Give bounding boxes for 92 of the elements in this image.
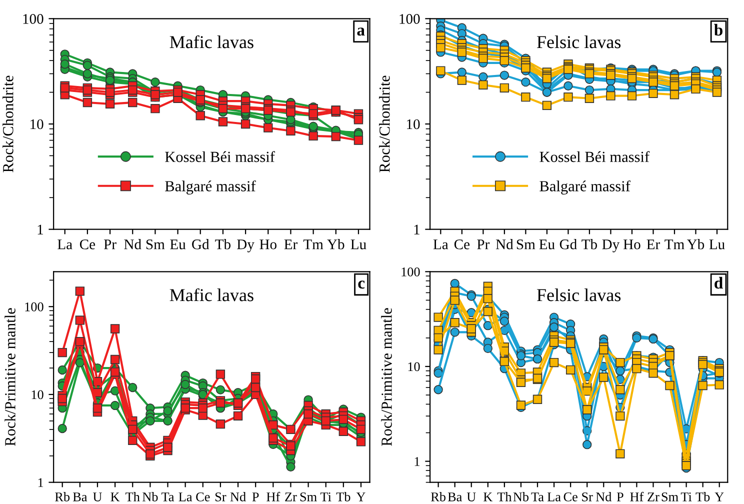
annotation: b — [714, 24, 722, 36]
x-tick-label: La — [178, 492, 192, 502]
x-tick-label: U — [466, 492, 476, 502]
x-tick-label: Pr — [104, 240, 116, 250]
x-tick-label: P — [616, 492, 624, 502]
x-tick-label: Zr — [285, 492, 297, 502]
x-tick-label: Hf — [266, 492, 280, 502]
x-tick-label: Rb — [55, 492, 70, 502]
x-tick-label: Gd — [192, 239, 210, 250]
x-tick-label: Ti — [680, 492, 692, 502]
text: Felsic lavas — [536, 288, 621, 302]
y-tick-label: 1 — [414, 224, 420, 234]
x-tick-label: Th — [126, 492, 140, 502]
x-tick-label: Pr — [477, 240, 490, 250]
x-tick-label: Ho — [623, 240, 640, 250]
x-tick-label: Ce — [80, 240, 96, 250]
y-tick-label: 10 — [408, 362, 420, 372]
x-tick-label: Ba — [72, 492, 88, 502]
x-tick-label: Nd — [496, 239, 514, 250]
x-tick-label: Nb — [513, 492, 529, 502]
x-tick-label: Ce — [196, 492, 210, 502]
x-tick-label: P — [252, 492, 259, 502]
y-tick-label: 100 — [25, 302, 44, 312]
x-tick-label: Rb — [430, 492, 446, 502]
x-tick-label: Sr — [582, 492, 593, 502]
x-tick-label: Eu — [170, 240, 186, 250]
x-tick-label: K — [484, 492, 493, 502]
x-tick-label: Th — [497, 492, 512, 502]
x-tick-label: La — [547, 492, 561, 502]
x-tick-label: Ti — [320, 492, 332, 502]
x-tick-label: La — [433, 240, 448, 250]
x-tick-label: Ta — [161, 492, 174, 502]
x-tick-label: Yb — [687, 239, 704, 250]
y-tick-label: 1 — [38, 224, 43, 234]
annotation: c — [358, 280, 365, 289]
x-tick-label: La — [58, 240, 72, 250]
x-tick-label: Nd — [230, 492, 246, 502]
x-tick-label: Er — [284, 240, 298, 250]
y-tick-label: 1 — [414, 457, 420, 466]
x-tick-label: Dy — [237, 240, 254, 252]
x-tick-label: Ce — [564, 492, 578, 502]
x-tick-label: Y — [714, 492, 724, 502]
x-tick-label: Nb — [142, 492, 158, 502]
text: Mafic lavas — [170, 288, 254, 302]
x-tick-label: Lu — [350, 240, 366, 250]
x-tick-label: K — [110, 492, 120, 502]
x-tick-label: Gd — [560, 239, 577, 250]
y-axis-title: Rock/Chondrite — [2, 76, 14, 172]
x-tick-label: Sr — [215, 492, 226, 502]
text: Mafic lavas — [170, 35, 254, 48]
x-tick-label: Yb — [327, 239, 344, 250]
y-tick-label: 10 — [30, 119, 44, 130]
x-tick-label: Eu — [539, 240, 555, 250]
y-tick-label: 10 — [32, 390, 44, 400]
x-tick-label: U — [92, 492, 102, 502]
y-axis-title: Rock/Primitive mantle — [381, 308, 392, 446]
x-tick-label: Sm — [146, 240, 165, 250]
legend-label: Balgaré massif — [540, 180, 630, 195]
y-tick-label: 100 — [400, 14, 420, 24]
y-tick-label: 1 — [38, 478, 44, 487]
x-tick-label: Nd — [596, 492, 612, 502]
x-tick-label: Sm — [300, 492, 317, 502]
x-tick-label: Dy — [602, 240, 620, 252]
x-tick-label: Ce — [454, 240, 470, 250]
y-axis-title: Rock/Primitive mantle — [4, 308, 16, 446]
x-tick-label: Er — [646, 240, 660, 250]
x-tick-label: Tb — [215, 239, 231, 250]
x-tick-label: Ba — [448, 492, 462, 502]
x-tick-label: Ta — [531, 492, 544, 502]
x-tick-label: Sm — [516, 240, 536, 250]
annotation: a — [357, 28, 365, 36]
x-tick-label: Tb — [696, 492, 710, 502]
y-tick-label: 100 — [402, 267, 420, 276]
y-axis-title: Rock/Chondrite — [379, 76, 390, 172]
legend-label: Kossel Béi massif — [540, 151, 650, 162]
x-tick-label: Tb — [336, 492, 350, 502]
legend-label: Kossel Béi massif — [165, 151, 275, 162]
x-tick-label: Tm — [303, 240, 324, 250]
x-tick-label: Lu — [709, 240, 725, 250]
x-tick-label: Tm — [664, 240, 684, 250]
legend-label: Balgaré massif — [165, 180, 256, 195]
x-tick-label: Sm — [662, 492, 678, 502]
x-tick-label: Y — [356, 492, 366, 502]
text: Felsic lavas — [536, 36, 621, 48]
x-tick-label: Zr — [648, 492, 660, 502]
y-tick-label: 10 — [407, 119, 420, 130]
annotation: d — [714, 276, 723, 289]
y-tick-label: 100 — [23, 14, 44, 24]
x-tick-label: Hf — [630, 492, 644, 502]
x-tick-label: Nd — [124, 239, 142, 250]
x-tick-label: Tb — [582, 239, 598, 250]
x-tick-label: Ho — [260, 240, 276, 250]
